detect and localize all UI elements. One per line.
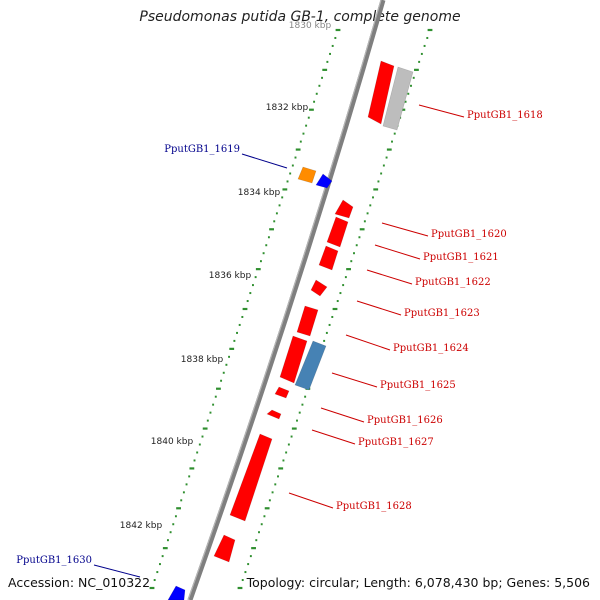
gene-arrow bbox=[279, 335, 308, 384]
gene-label: PputGB1_1625 bbox=[380, 380, 456, 391]
accession-text: Accession: NC_010322 bbox=[8, 575, 151, 590]
gene-arrow bbox=[318, 245, 339, 271]
gene-leader-line bbox=[331, 372, 378, 388]
gene-arrow bbox=[334, 199, 354, 219]
gene-leader-line bbox=[366, 269, 413, 285]
gene-label: PputGB1_1628 bbox=[336, 501, 412, 512]
genome-backbone bbox=[187, 0, 386, 600]
gene-label: PputGB1_1626 bbox=[367, 415, 443, 426]
gene-leader-line bbox=[320, 407, 365, 423]
gene-arrow bbox=[167, 585, 186, 600]
kbp-label: 1838 kbp bbox=[181, 355, 224, 365]
gene-label: PputGB1_1623 bbox=[404, 308, 480, 319]
gene-arrow bbox=[274, 386, 290, 399]
gene-arrow bbox=[326, 216, 349, 248]
gene-arrow bbox=[294, 340, 327, 391]
gene-label: PputGB1_1621 bbox=[423, 252, 499, 263]
gene-features bbox=[167, 60, 414, 600]
gene-label: PputGB1_1627 bbox=[358, 437, 434, 448]
kbp-labels: 1830 kbp 1832 kbp 1834 kbp 1836 kbp 1838 kbp… bbox=[120, 21, 332, 531]
gene-label: PputGB1_1624 bbox=[393, 343, 469, 354]
kbp-label: 1830 kbp bbox=[289, 21, 332, 31]
gene-leader-line bbox=[311, 429, 356, 445]
genome-backbone-highlight bbox=[187, 0, 382, 600]
gene-labels: PputGB1_1618 PputGB1_1619 PputGB1_1620 Pput… bbox=[16, 110, 543, 566]
kbp-label: 1836 kbp bbox=[209, 271, 252, 281]
gene-arrow bbox=[310, 279, 328, 297]
kbp-label: 1834 kbp bbox=[238, 188, 281, 198]
gene-arrow bbox=[297, 166, 317, 184]
gene-leader-line bbox=[374, 244, 421, 260]
gene-arrow bbox=[213, 534, 236, 563]
gene-arrow bbox=[382, 66, 414, 131]
gene-label: PputGB1_1622 bbox=[415, 277, 491, 288]
gene-leader-line bbox=[418, 104, 465, 118]
gene-leader-line bbox=[381, 222, 429, 237]
gene-label: PputGB1_1618 bbox=[467, 110, 543, 121]
kbp-label: 1840 kbp bbox=[151, 437, 194, 447]
gene-arrow bbox=[266, 409, 282, 420]
tick-track-left bbox=[149, 28, 341, 590]
gene-leader-line bbox=[288, 492, 334, 509]
gene-label: PputGB1_1630 bbox=[16, 555, 92, 566]
gene-leader-line bbox=[241, 153, 288, 169]
summary-text: Topology: circular; Length: 6,078,430 bp… bbox=[246, 575, 590, 590]
gene-leader-line bbox=[356, 300, 402, 316]
gene-leader-line bbox=[345, 334, 391, 351]
kbp-label: 1842 kbp bbox=[120, 521, 163, 531]
gene-arrow bbox=[229, 433, 273, 522]
label-leaders bbox=[93, 104, 465, 578]
gene-label: PputGB1_1619 bbox=[164, 144, 240, 155]
gene-label: PputGB1_1620 bbox=[431, 229, 507, 240]
gene-arrow bbox=[296, 305, 319, 337]
kbp-label: 1832 kbp bbox=[266, 103, 309, 113]
gene-arrow bbox=[315, 173, 333, 189]
gene-arrow bbox=[367, 60, 395, 125]
gene-leader-line bbox=[93, 564, 141, 578]
